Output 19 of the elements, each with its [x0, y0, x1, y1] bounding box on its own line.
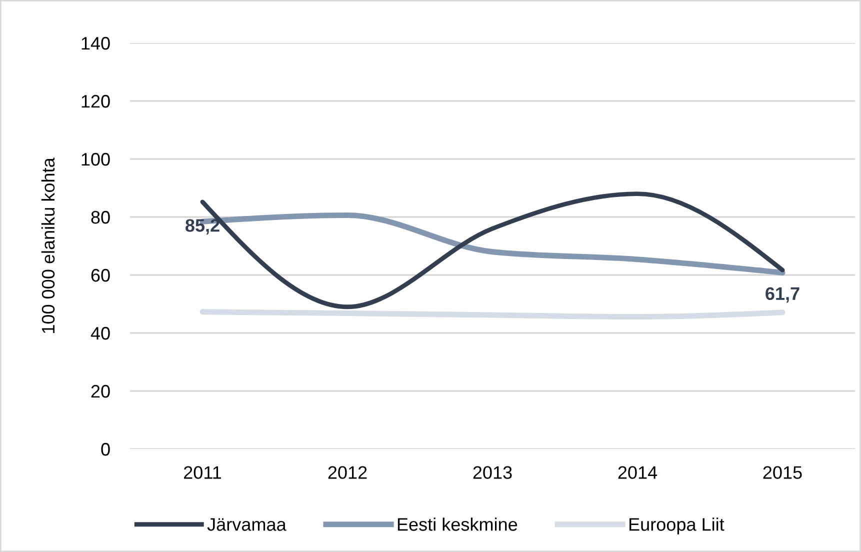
legend-label: Euroopa Liit	[629, 518, 724, 534]
y-tick-label: 0	[101, 442, 110, 456]
x-tick-label: 2014	[618, 466, 658, 479]
y-tick-label: 40	[90, 326, 110, 340]
data-label: 85,2	[186, 219, 220, 234]
x-tick-label: 2013	[473, 466, 512, 479]
x-tick-label: 2012	[328, 466, 367, 479]
y-tick-label: 60	[91, 268, 110, 282]
data-label: 61,7	[766, 287, 800, 303]
x-tick-label: 2015	[763, 466, 802, 479]
y-axis-title: 100 000 elaniku kohta	[41, 158, 55, 333]
y-tick-label: 100	[82, 152, 110, 166]
legend-label: Eesti keskmine	[398, 518, 518, 531]
y-tick-label: 80	[91, 210, 110, 224]
legend-label: Järvamaa	[207, 518, 286, 531]
y-tick-label: 140	[82, 36, 110, 50]
x-tick-label: 2011	[184, 466, 222, 479]
y-tick-label: 20	[91, 384, 110, 398]
y-tick-label: 120	[82, 94, 110, 108]
